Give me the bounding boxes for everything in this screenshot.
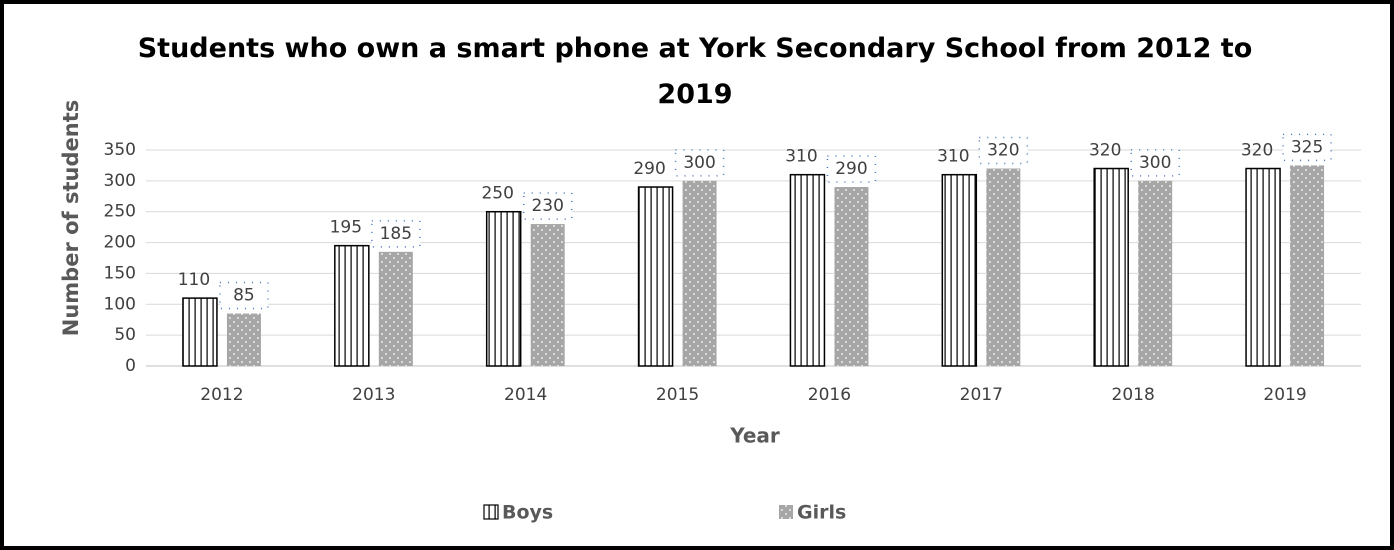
- x-tick-label: 2019: [1263, 385, 1306, 405]
- y-tick-label: 100: [104, 294, 136, 314]
- data-label: 290: [633, 159, 665, 179]
- y-tick-label: 300: [104, 171, 136, 191]
- y-tick-label: 200: [104, 233, 136, 253]
- data-label: 320: [1089, 141, 1121, 161]
- bar: [637, 186, 674, 367]
- data-label: 300: [1139, 153, 1171, 173]
- x-tick-label: 2015: [656, 385, 699, 405]
- data-label: 325: [1291, 137, 1323, 157]
- data-label: 320: [1241, 141, 1273, 161]
- bar: [1093, 167, 1129, 367]
- data-label: 185: [380, 224, 412, 244]
- bar: [682, 180, 717, 366]
- bar: [334, 244, 370, 367]
- data-label: 300: [683, 153, 715, 173]
- data-label: 110: [178, 270, 210, 290]
- bar: [1245, 167, 1281, 367]
- bar: [1290, 165, 1325, 366]
- bar: [789, 173, 826, 367]
- bar: [182, 297, 218, 367]
- data-label-box: [522, 192, 573, 220]
- y-tick-label: 350: [104, 140, 136, 160]
- data-label-box: [674, 149, 725, 177]
- data-label: 290: [835, 159, 867, 179]
- data-label-box: [371, 220, 421, 248]
- y-axis-label: Number of students: [59, 100, 83, 336]
- bar: [941, 173, 978, 367]
- bar: [986, 168, 1021, 366]
- data-label: 85: [233, 286, 255, 306]
- legend-label: Boys: [502, 502, 553, 524]
- data-label-box: [978, 136, 1029, 165]
- data-label-box: [219, 281, 269, 310]
- y-tick-label: 0: [125, 356, 136, 376]
- x-tick-label: 2012: [200, 385, 243, 405]
- y-tick-label: 250: [104, 202, 136, 222]
- x-tick-label: 2017: [960, 385, 1003, 405]
- x-tick-label: 2018: [1112, 385, 1155, 405]
- data-label-box: [1130, 149, 1180, 177]
- bar: [834, 187, 869, 366]
- data-label: 310: [937, 147, 969, 167]
- bar: [530, 224, 565, 366]
- y-tick-label: 50: [114, 325, 136, 345]
- data-label: 320: [987, 141, 1019, 161]
- data-label: 310: [785, 147, 817, 167]
- data-label-box: [1282, 133, 1332, 162]
- legend-swatch: [779, 505, 793, 519]
- legend-label: Girls: [797, 502, 846, 524]
- x-tick-label: 2013: [352, 385, 395, 405]
- data-label: 230: [531, 196, 563, 216]
- x-tick-label: 2014: [504, 385, 547, 405]
- y-tick-label: 150: [104, 263, 136, 283]
- data-label-box: [826, 155, 877, 183]
- x-axis-label: Year: [729, 424, 780, 448]
- legend-swatch: [483, 504, 499, 520]
- bar: [378, 251, 413, 366]
- chart-title: Students who own a smart phone at York S…: [137, 33, 1253, 110]
- bar: [226, 313, 261, 366]
- data-label: 195: [330, 218, 362, 238]
- bar: [1138, 180, 1173, 366]
- bar: [485, 210, 522, 367]
- x-tick-label: 2016: [808, 385, 851, 405]
- data-label: 250: [481, 184, 513, 204]
